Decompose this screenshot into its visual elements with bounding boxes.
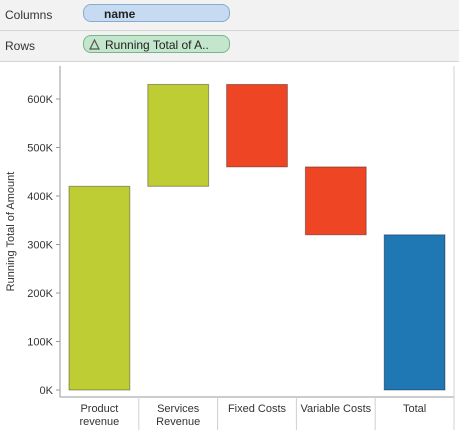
x-tick-label: Services xyxy=(157,403,200,415)
y-axis-title: Running Total of Amount xyxy=(5,172,17,292)
bar-services-revenue xyxy=(147,83,210,187)
y-tick-label: 600K xyxy=(27,94,53,106)
x-tick-label: Product xyxy=(80,403,118,415)
delta-icon xyxy=(89,39,100,50)
x-tick-label: Total xyxy=(403,403,426,415)
y-tick-label: 100K xyxy=(27,337,53,349)
columns-label: Columns xyxy=(5,8,53,22)
y-tick-label: 400K xyxy=(27,191,53,203)
y-tick-label: 300K xyxy=(27,240,53,252)
rows-label: Rows xyxy=(5,39,36,53)
bar-product-revenue xyxy=(68,185,131,391)
rows-pill-running-total[interactable]: Running Total of A.. xyxy=(83,35,230,53)
y-tick-label: 500K xyxy=(27,143,53,155)
y-tick-label: 200K xyxy=(27,288,53,300)
x-tick-label: Variable Costs xyxy=(300,403,371,415)
rows-pill-text: Running Total of A.. xyxy=(105,38,209,52)
columns-pill-name[interactable]: name xyxy=(83,4,230,22)
x-tick-label: revenue xyxy=(80,416,120,428)
columns-pill-text: name xyxy=(104,7,136,21)
x-tick-label: Fixed Costs xyxy=(228,403,287,415)
bar-total xyxy=(383,234,446,391)
bar-variable-costs xyxy=(304,166,367,236)
bar-fixed-costs xyxy=(226,83,288,168)
x-tick-label: Revenue xyxy=(156,416,200,428)
rows-shelf: Rows Running Total of A.. xyxy=(0,31,459,62)
y-tick-label: 0K xyxy=(40,385,54,397)
columns-shelf: Columns name xyxy=(0,0,459,31)
